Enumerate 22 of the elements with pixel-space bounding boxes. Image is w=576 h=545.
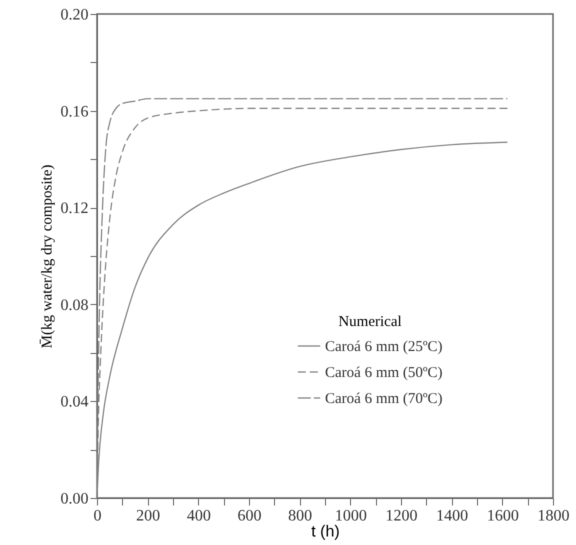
x-tick-label: 600 (238, 508, 262, 524)
legend-title: Numerical (338, 314, 402, 330)
y-tick-label: 0.12 (60, 200, 88, 218)
x-tick-label: 800 (288, 508, 312, 524)
x-tick-label: 400 (186, 508, 211, 524)
legend-label: Caroá 6 mm (50ºC) (325, 365, 443, 381)
x-tick-label: 1600 (486, 508, 519, 524)
x-tick-label: 1800 (538, 508, 570, 524)
legend-label: Caroá 6 mm (25ºC) (325, 339, 443, 355)
legend-label: Caroá 6 mm (70ºC) (325, 391, 443, 407)
y-tick-label: 0.08 (60, 296, 88, 314)
x-tick-label: 200 (136, 508, 160, 524)
y-tick-label: 0.20 (60, 6, 88, 24)
y-tick-label: 0.16 (60, 103, 88, 120)
x-tick-label: 1000 (334, 508, 367, 524)
x-axis-title: t (h) (311, 524, 340, 540)
x-tick-label: 1200 (386, 508, 418, 524)
y-tick-label: 0.04 (60, 394, 88, 411)
x-tick-label: 0 (94, 508, 102, 524)
x-tick-label: 1400 (436, 508, 468, 524)
y-axis-title: M̄(kg water/kg dry composite) (38, 164, 56, 348)
y-tick-label: 0.00 (60, 490, 88, 508)
